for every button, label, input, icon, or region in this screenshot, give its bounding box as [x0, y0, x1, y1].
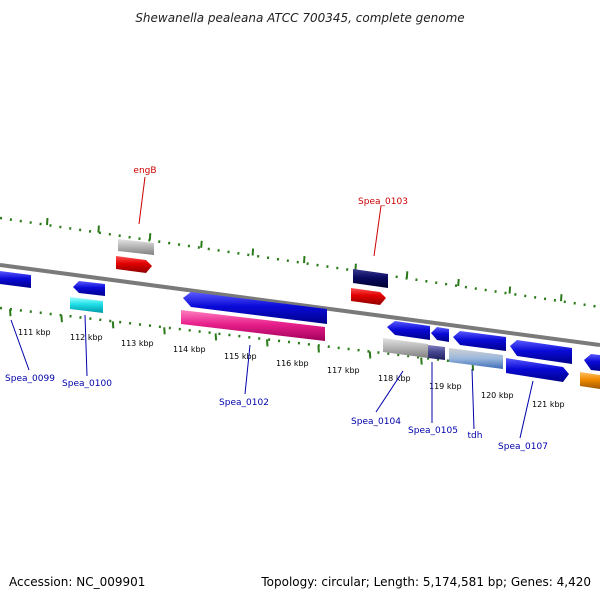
gene-label-engB: engB: [133, 166, 156, 176]
kbp-label-112: 112 kbp: [70, 333, 103, 342]
kbp-label-121: 121 kbp: [532, 400, 565, 409]
gene-label-Spea0104: Spea_0104: [351, 417, 401, 427]
outer-scale-ticks: [46, 217, 563, 302]
gene-orange-edge: [580, 372, 600, 389]
outer-ticks-mark-10: [560, 294, 563, 302]
outer-ticks-mark-5: [303, 256, 306, 264]
kbp-label-117: 117 kbp: [327, 366, 360, 375]
connector-Spea0102: [244, 344, 251, 395]
gene-blue-tdh: [453, 331, 506, 351]
gene-blue-Spea0102: [183, 292, 327, 324]
inner-ticks-mark-5: [266, 339, 269, 347]
gene-label-tdh: tdh: [468, 431, 483, 441]
gene-label-Spea0103: Spea_0103: [358, 197, 408, 207]
connector-Spea0104: [375, 370, 404, 413]
inner-ticks-mark-6: [317, 345, 320, 353]
kbp-label-120: 120 kbp: [481, 391, 514, 400]
outer-ticks-mark-2: [148, 233, 152, 241]
gene-slate-Spea0105: [428, 345, 445, 360]
gene-label-Spea0102: Spea_0102: [219, 398, 269, 408]
gene-blue-Spea0100: [73, 281, 105, 296]
gene-label-Spea0100: Spea_0100: [62, 379, 112, 389]
kbp-label-118: 118 kbp: [378, 374, 411, 383]
connector-Spea0103: [373, 205, 382, 257]
gene-steel-tdh: [449, 348, 503, 369]
gene-blue-edge: [584, 354, 600, 371]
outer-ticks-mark-4: [251, 248, 255, 256]
gene-blue-Spea0099: [0, 271, 31, 288]
kbp-label-115: 115 kbp: [224, 352, 257, 361]
gene-cyan-Spea0100: [70, 297, 103, 313]
gene-red-Spea0103: [351, 288, 386, 305]
outer-ticks-mark-3: [200, 240, 203, 248]
gene-gray-engB-upper: [118, 239, 154, 255]
inner-ticks-mark-0: [9, 309, 12, 317]
connector-Spea0099: [10, 319, 30, 371]
gene-blue-Spea0104: [387, 321, 430, 340]
inner-ticks-mark-8: [420, 357, 423, 365]
inner-ticks-mark-3: [163, 327, 166, 335]
inner-ticks-mark-1: [60, 315, 63, 323]
inner-ticks-mark-4: [214, 333, 218, 341]
inner-ticks-mark-7: [368, 351, 372, 359]
inner-scale-ticks: [9, 309, 475, 371]
outer-scale-dots: [0, 216, 600, 309]
accession-text: Accession: NC_009901: [9, 575, 145, 589]
map-title: Shewanella pealeana ATCC 700345, complet…: [135, 11, 464, 25]
outer-ticks-mark-8: [457, 278, 460, 287]
inner-ticks-mark-2: [111, 321, 115, 329]
gene-red-engB: [116, 256, 152, 273]
kbp-label-116: 116 kbp: [276, 359, 309, 368]
gene-label-Spea0099: Spea_0099: [5, 374, 55, 384]
kbp-label-114: 114 kbp: [173, 345, 206, 354]
gene-gray-Spea0104: [383, 338, 428, 358]
gene-pink-Spea0102: [181, 310, 325, 341]
outer-ticks-mark-1: [97, 225, 100, 233]
outer-ticks-mark-0: [46, 217, 49, 226]
outer-ticks-mark-9: [508, 286, 512, 294]
connector-tdh: [471, 368, 475, 430]
genome-backbone: [0, 263, 600, 347]
gene-blue-Spea0107-lower: [506, 358, 569, 382]
topology-text: Topology: circular; Length: 5,174,581 bp…: [260, 575, 591, 589]
gene-label-Spea0107: Spea_0107: [498, 442, 548, 452]
gene-label-Spea0105: Spea_0105: [408, 426, 458, 436]
connector-engB: [138, 176, 146, 225]
gene-blue-Spea0107-upper: [510, 340, 572, 364]
gene-navy-Spea0103: [353, 269, 388, 288]
connector-Spea0107: [519, 380, 534, 439]
kbp-label-119: 119 kbp: [429, 382, 462, 391]
gene-blue-small: [431, 327, 449, 342]
outer-ticks-mark-7: [405, 271, 409, 279]
kbp-label-111: 111 kbp: [18, 328, 51, 337]
kbp-label-113: 113 kbp: [121, 339, 154, 348]
connector-Spea0100: [84, 314, 88, 377]
